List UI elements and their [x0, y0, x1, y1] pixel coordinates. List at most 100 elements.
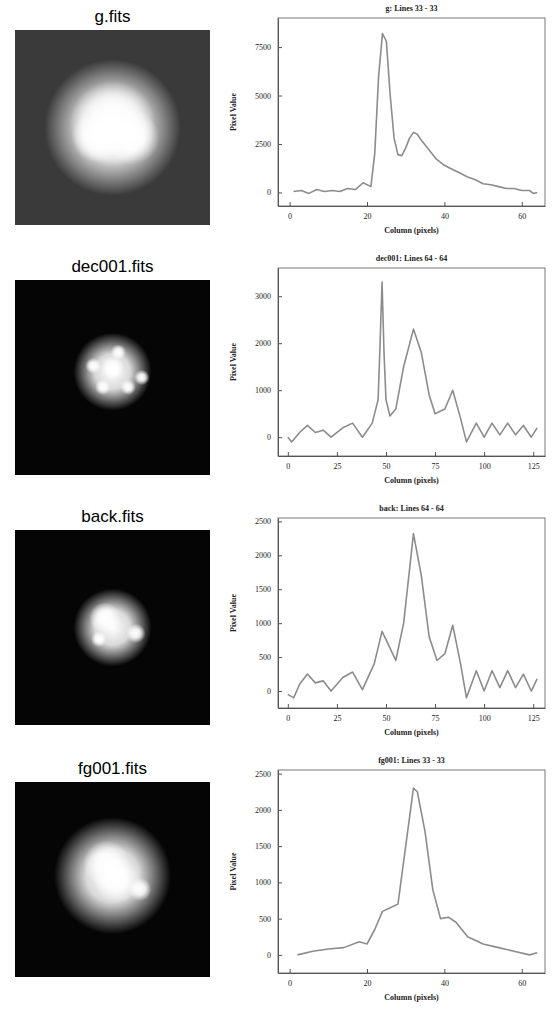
x-axis-title: Column (pixels) [384, 476, 439, 485]
chart-title: g: Lines 33 - 33 [386, 4, 438, 13]
x-tick-mark [484, 452, 485, 456]
y-tick: 1000 [255, 878, 282, 887]
x-tick-label: 0 [288, 979, 292, 988]
y-tick-mark [278, 296, 282, 297]
y-tick-mark [278, 810, 282, 811]
x-tick-label: 50 [382, 714, 390, 723]
plot-area [293, 34, 537, 194]
y-tick-label: 500 [259, 653, 271, 662]
image-background [15, 782, 210, 977]
y-tick-label: 1000 [255, 619, 271, 628]
y-tick-label: 7500 [255, 43, 271, 52]
x-tick: 50 [382, 452, 390, 471]
x-tick: 20 [364, 202, 372, 221]
x-tick-mark [444, 202, 445, 206]
x-tick: 75 [432, 704, 440, 723]
chart-title: fg001: Lines 33 - 33 [378, 756, 445, 765]
x-tick: 50 [382, 704, 390, 723]
x-tick: 100 [479, 704, 491, 723]
profile-line [297, 788, 537, 955]
x-tick-label: 60 [518, 979, 526, 988]
image-background [15, 280, 210, 475]
y-tick: 1000 [255, 386, 282, 395]
y-axis-line [278, 519, 279, 709]
y-tick-mark [278, 343, 282, 344]
y-tick-mark [278, 919, 282, 920]
x-tick-mark [484, 704, 485, 708]
y-tick-mark [278, 96, 282, 97]
y-tick-mark [278, 521, 282, 522]
x-tick-mark [367, 202, 368, 206]
y-tick-label: 3000 [255, 292, 271, 301]
x-axis-title: Column (pixels) [384, 728, 439, 737]
y-tick: 2000 [255, 339, 282, 348]
plot-area [297, 788, 537, 955]
y-tick-mark [278, 882, 282, 883]
x-tick-label: 20 [364, 212, 372, 221]
x-tick-mark [386, 704, 387, 708]
y-tick-label: 0 [267, 951, 271, 960]
x-tick-mark [522, 969, 523, 973]
x-tick: 125 [528, 452, 540, 471]
y-axis: 0250050007500 [255, 19, 282, 207]
plot-frame [278, 770, 545, 973]
x-axis: 0204060 [279, 969, 546, 988]
y-axis: 0100020003000 [255, 269, 282, 457]
x-tick-mark [522, 202, 523, 206]
plot-area [288, 282, 537, 442]
x-tick-mark [288, 704, 289, 708]
y-tick: 500 [259, 653, 282, 662]
image-blob [44, 59, 181, 196]
y-tick-mark [278, 144, 282, 145]
x-tick-label: 25 [333, 462, 341, 471]
plot-panel: dec001: Lines 64 - 640255075100125010002… [229, 254, 546, 485]
x-tick: 25 [333, 452, 341, 471]
x-tick: 125 [528, 704, 540, 723]
y-tick-label: 2000 [255, 551, 271, 560]
y-tick-label: 0 [267, 687, 271, 696]
x-tick: 60 [518, 202, 526, 221]
chart-title: back: Lines 64 - 64 [379, 504, 443, 513]
x-axis-line [279, 708, 546, 709]
figure: g.fitsg: Lines 33 - 33020406002500500075… [0, 0, 555, 1017]
image-title: dec001.fits [71, 257, 153, 276]
x-tick-label: 20 [364, 979, 372, 988]
y-tick-label: 2500 [255, 770, 271, 779]
y-tick-mark [278, 192, 282, 193]
x-tick-label: 40 [441, 212, 449, 221]
y-tick-mark [278, 390, 282, 391]
y-tick-mark [278, 555, 282, 556]
plot-frame [278, 18, 545, 206]
x-axis-title: Column (pixels) [384, 993, 439, 1002]
image [15, 30, 210, 225]
y-tick-mark [278, 589, 282, 590]
x-tick-label: 0 [286, 462, 290, 471]
x-tick-label: 0 [286, 714, 290, 723]
x-tick-label: 25 [333, 714, 341, 723]
x-tick-mark [288, 452, 289, 456]
x-tick-mark [533, 704, 534, 708]
plot-frame [278, 268, 545, 456]
x-tick-mark [435, 704, 436, 708]
image-title: back.fits [81, 507, 143, 526]
x-tick: 75 [432, 452, 440, 471]
plot-frame [278, 518, 545, 708]
y-tick-mark [278, 955, 282, 956]
y-tick-label: 1500 [255, 842, 271, 851]
y-tick: 2500 [255, 140, 282, 149]
y-tick: 0 [267, 687, 282, 696]
x-axis: 0 25 50 75 100 125 [279, 704, 546, 723]
x-tick: 0 [286, 452, 290, 471]
y-tick-label: 2000 [255, 339, 271, 348]
y-tick: 0 [267, 188, 282, 197]
y-tick-label: 2500 [255, 517, 271, 526]
image [15, 530, 210, 725]
x-tick-label: 100 [479, 714, 491, 723]
y-axis-title: Pixel Value [229, 343, 238, 381]
y-axis-title: Pixel Value [229, 852, 238, 890]
y-tick-label: 1000 [255, 386, 271, 395]
x-tick-mark [533, 452, 534, 456]
y-tick-mark [278, 437, 282, 438]
x-tick: 40 [441, 202, 449, 221]
x-tick-mark [290, 969, 291, 973]
